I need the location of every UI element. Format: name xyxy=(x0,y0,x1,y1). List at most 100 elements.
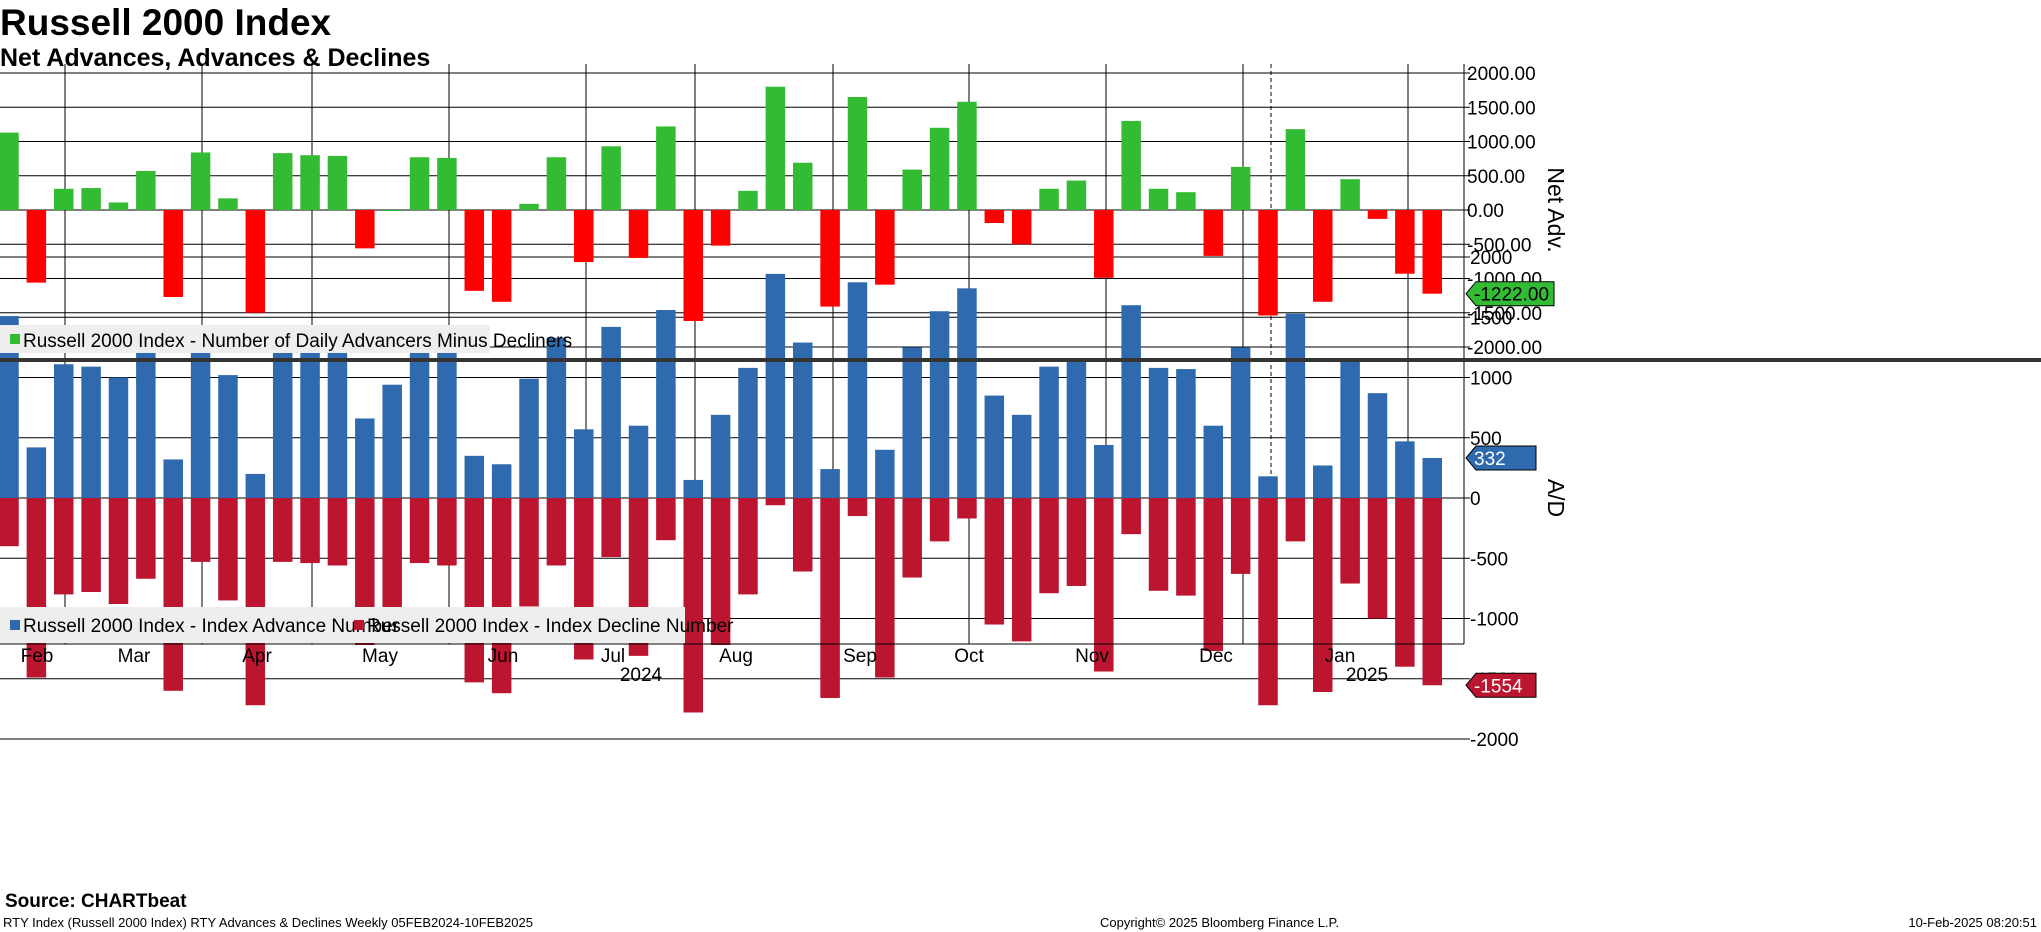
decline-bar xyxy=(1066,498,1087,586)
decline-bar xyxy=(437,498,457,566)
net-adv-bar xyxy=(738,190,758,210)
decline-bar xyxy=(1094,498,1114,672)
decline-bar xyxy=(929,498,950,542)
decline-bar xyxy=(272,498,293,562)
last-value-tag xyxy=(1465,445,1537,471)
advance-bar xyxy=(519,378,539,498)
decline-bar xyxy=(519,498,539,607)
net-adv-bar xyxy=(546,157,567,210)
last-value-tag xyxy=(1465,281,1555,307)
legend-box-top xyxy=(0,325,490,353)
x-tick-label-month: Jul xyxy=(601,646,625,667)
decline-bar xyxy=(0,498,19,547)
net-adv-bar xyxy=(820,210,840,307)
advance-bar xyxy=(1148,367,1169,498)
ytick-label-top: 0.00 xyxy=(1467,201,1504,222)
decline-bar xyxy=(984,498,1005,625)
ytick-label-top: -1500.00 xyxy=(1467,304,1542,325)
decline-bar xyxy=(53,498,74,595)
advance-bar xyxy=(929,311,950,498)
net-adv-bar xyxy=(245,210,266,313)
net-adv-bar xyxy=(190,152,211,210)
ytick-label-bottom: 500 xyxy=(1470,429,1502,450)
x-tick-label-year: 2025 xyxy=(1346,665,1388,686)
ytick-label-top: 1500.00 xyxy=(1467,98,1536,119)
net-adv-bar xyxy=(218,198,238,210)
net-adv-bar xyxy=(1011,210,1032,245)
advance-bar xyxy=(1066,358,1087,498)
ytick-label-top: 500.00 xyxy=(1467,167,1525,188)
decline-bar xyxy=(1422,498,1442,686)
net-adv-bar xyxy=(409,157,430,210)
legend-swatch xyxy=(10,334,20,344)
net-adv-bar xyxy=(1066,180,1087,210)
advance-bar xyxy=(1011,414,1032,498)
advance-bar xyxy=(437,340,457,498)
decline-bar xyxy=(464,498,485,683)
net-adv-bar xyxy=(437,157,457,210)
net-adv-bar xyxy=(574,210,594,263)
net-adv-bar xyxy=(81,188,101,210)
legend-box-bottom xyxy=(0,607,685,643)
net-adv-bar xyxy=(491,210,512,302)
net-adv-bar xyxy=(300,155,320,210)
net-adv-bar xyxy=(1395,210,1415,274)
advance-bar xyxy=(1422,457,1442,498)
advance-bar xyxy=(792,342,813,498)
ytick-label-top: -500.00 xyxy=(1467,235,1531,256)
advance-bar xyxy=(710,414,731,498)
decline-bar xyxy=(765,498,786,506)
net-adv-bar xyxy=(355,210,375,249)
advance-bar xyxy=(1313,465,1333,498)
advance-bar xyxy=(875,449,895,498)
net-adv-bar xyxy=(0,132,19,210)
advance-bar xyxy=(546,337,567,498)
advance-bar xyxy=(574,429,594,498)
advance-bar xyxy=(656,310,676,498)
decline-bar xyxy=(327,498,348,566)
decline-bar xyxy=(245,498,266,706)
advance-bar xyxy=(245,473,266,498)
decline-bar xyxy=(1367,498,1388,619)
advance-bar xyxy=(409,340,430,498)
decline-bar xyxy=(792,498,813,572)
net-adv-bar xyxy=(847,96,868,210)
decline-bar xyxy=(1285,498,1306,542)
net-adv-bar xyxy=(984,210,1005,224)
legend-label: Russell 2000 Index - Index Advance Numbe… xyxy=(23,616,400,637)
x-tick-label-month: May xyxy=(362,646,398,667)
advance-bar xyxy=(628,425,649,498)
net-adv-bar xyxy=(792,162,813,210)
net-adv-bar xyxy=(1203,210,1224,256)
net-adv-bar xyxy=(136,170,156,210)
chart-frame xyxy=(0,64,2041,645)
net-adv-bar xyxy=(519,203,539,210)
decline-bar xyxy=(847,498,868,517)
advance-bar xyxy=(1121,305,1141,498)
net-adv-bar xyxy=(1094,210,1114,278)
ytick-label-top: 1000.00 xyxy=(1467,133,1536,154)
x-tick-label-year: 2024 xyxy=(620,665,663,686)
net-adv-bar xyxy=(628,210,649,258)
legend-swatch xyxy=(354,620,364,630)
advance-bar xyxy=(300,337,320,498)
advance-bar xyxy=(957,288,977,498)
advance-bar xyxy=(218,375,238,498)
advance-bar xyxy=(1094,444,1114,498)
net-adv-bar xyxy=(929,127,950,210)
net-adv-bar xyxy=(272,153,293,210)
decline-bar xyxy=(656,498,676,541)
chart-title: Russell 2000 Index xyxy=(0,2,332,43)
x-tick-label-month: Sep xyxy=(843,646,877,667)
x-tick-label-month: Dec xyxy=(1199,646,1233,667)
decline-bar xyxy=(108,498,129,605)
net-adv-bar xyxy=(108,202,129,210)
x-tick-label-month: Oct xyxy=(954,646,984,667)
net-adv-bar xyxy=(957,101,977,210)
decline-bar xyxy=(1148,498,1169,591)
advance-bar xyxy=(464,455,485,498)
x-tick-label-month: Jan xyxy=(1325,646,1356,667)
net-adv-bar xyxy=(1230,166,1251,210)
net-adv-bar xyxy=(1285,129,1306,210)
advance-bar xyxy=(820,469,840,498)
